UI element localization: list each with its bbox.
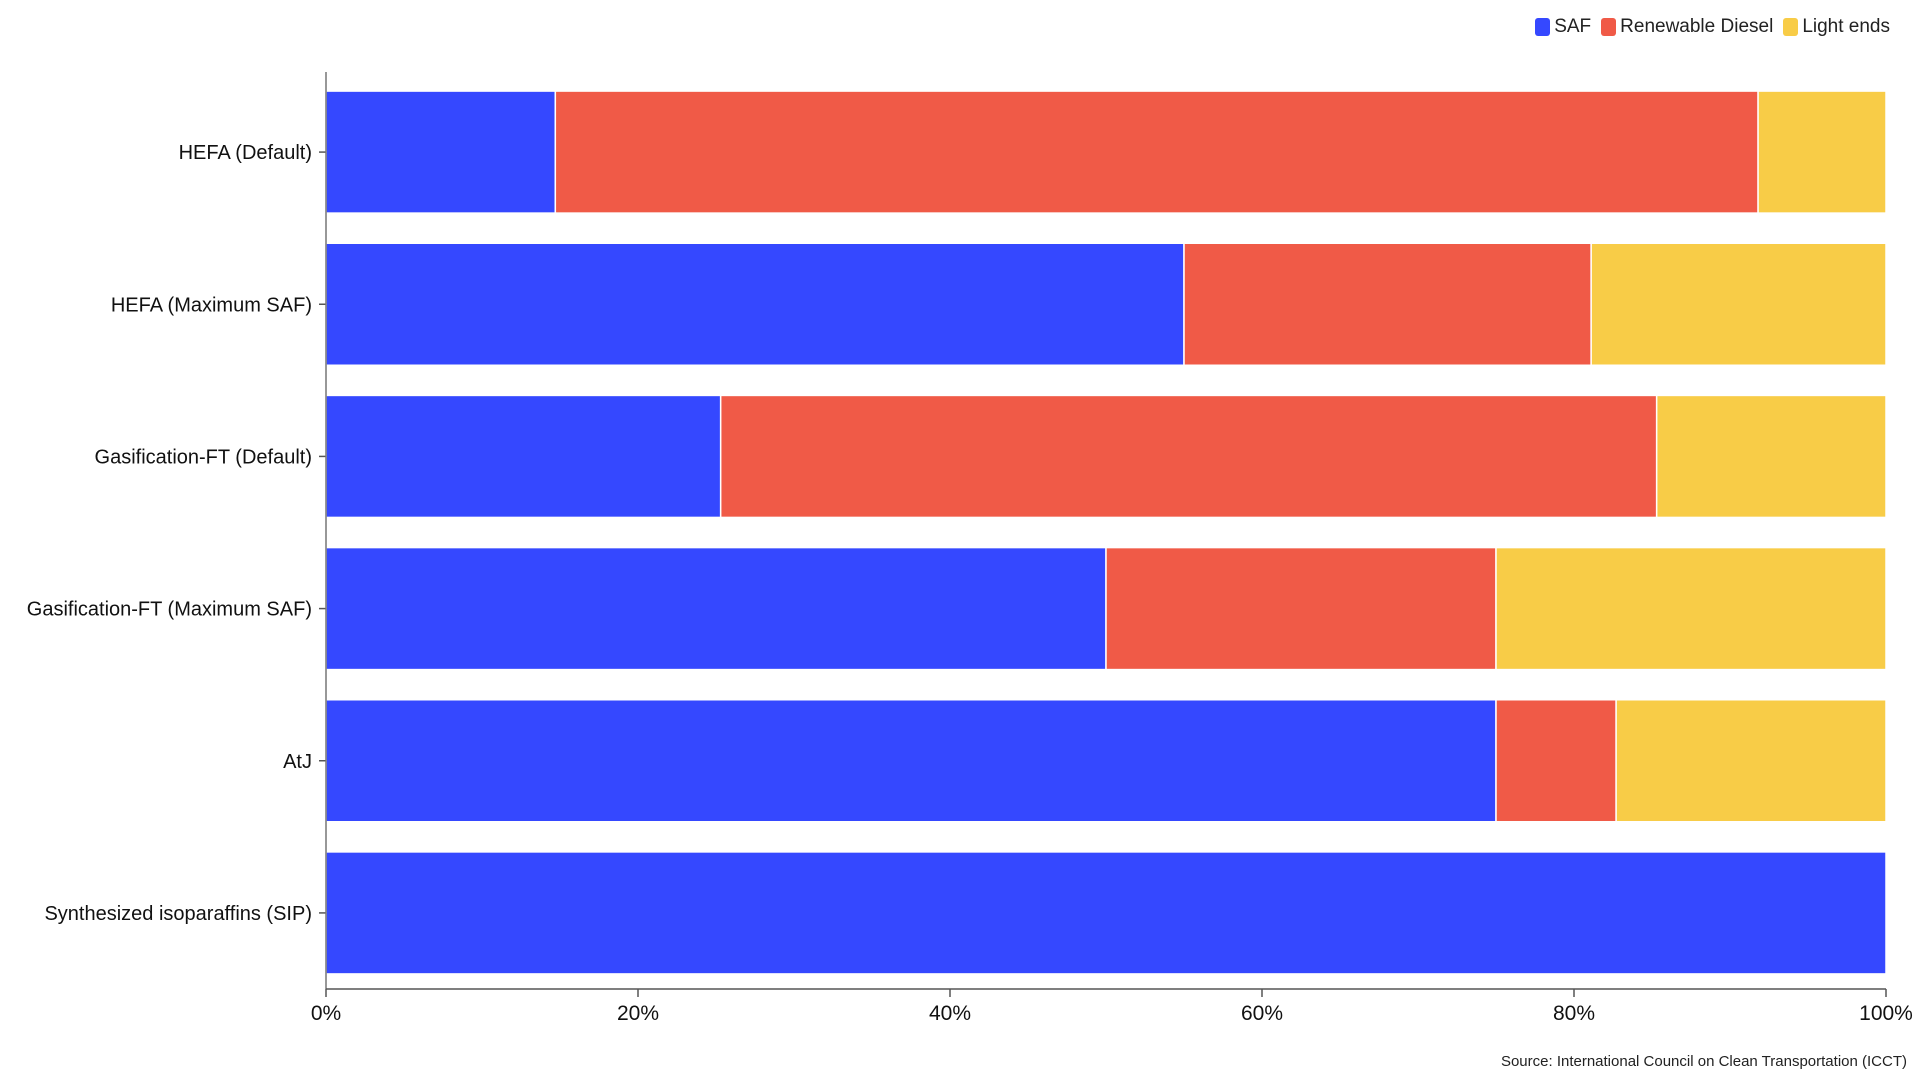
x-tick-label: 60% [1241,1002,1283,1025]
category-label: Synthesized isoparaffins (SIP) [44,903,312,925]
bar-segment-light-ends [1615,699,1887,823]
x-tick-label: 40% [929,1002,971,1025]
bar-segment-renewable-diesel [554,90,1759,214]
category-label: HEFA (Maximum SAF) [111,294,312,316]
legend-item: Renewable Diesel [1601,16,1773,38]
bar-segment-light-ends [1590,242,1887,366]
category-label: HEFA (Default) [179,142,312,164]
category-label: AtJ [283,751,312,773]
category-label: Gasification-FT (Default) [95,446,312,468]
legend-label: Light ends [1802,16,1890,37]
bar-segment-saf [325,699,1497,823]
x-tick-label: 0% [311,1002,341,1025]
legend-label: Renewable Diesel [1620,16,1774,37]
bar-segment-light-ends [1495,546,1887,671]
bar-segment-renewable-diesel [719,394,1658,519]
legend-item: SAF [1535,16,1591,38]
legend-swatch [1783,18,1799,36]
bar-segment-saf [325,851,1887,975]
legend-item: Light ends [1783,16,1890,38]
legend-swatch [1535,18,1551,36]
legend-label: SAF [1554,16,1592,37]
chart-legend: SAF Renewable Diesel Light ends [1525,16,1890,38]
bar-segment-light-ends [1757,90,1887,214]
bar-segment-renewable-diesel [1105,546,1497,671]
source-note: Source: International Council on Clean T… [1500,1053,1907,1070]
bar-segment-light-ends [1655,394,1887,519]
legend-swatch [1601,18,1617,36]
bar-segment-saf [325,394,722,519]
bar-segment-renewable-diesel [1183,242,1592,366]
x-tick-label: 20% [617,1002,659,1025]
category-label: Gasification-FT (Maximum SAF) [27,599,312,621]
bar-segment-saf [325,242,1185,366]
bar-segment-renewable-diesel [1495,699,1617,823]
bar-segment-saf [325,90,557,214]
bar-segment-saf [325,546,1107,671]
x-tick-label: 80% [1553,1002,1595,1025]
x-tick-label: 100% [1859,1002,1913,1025]
